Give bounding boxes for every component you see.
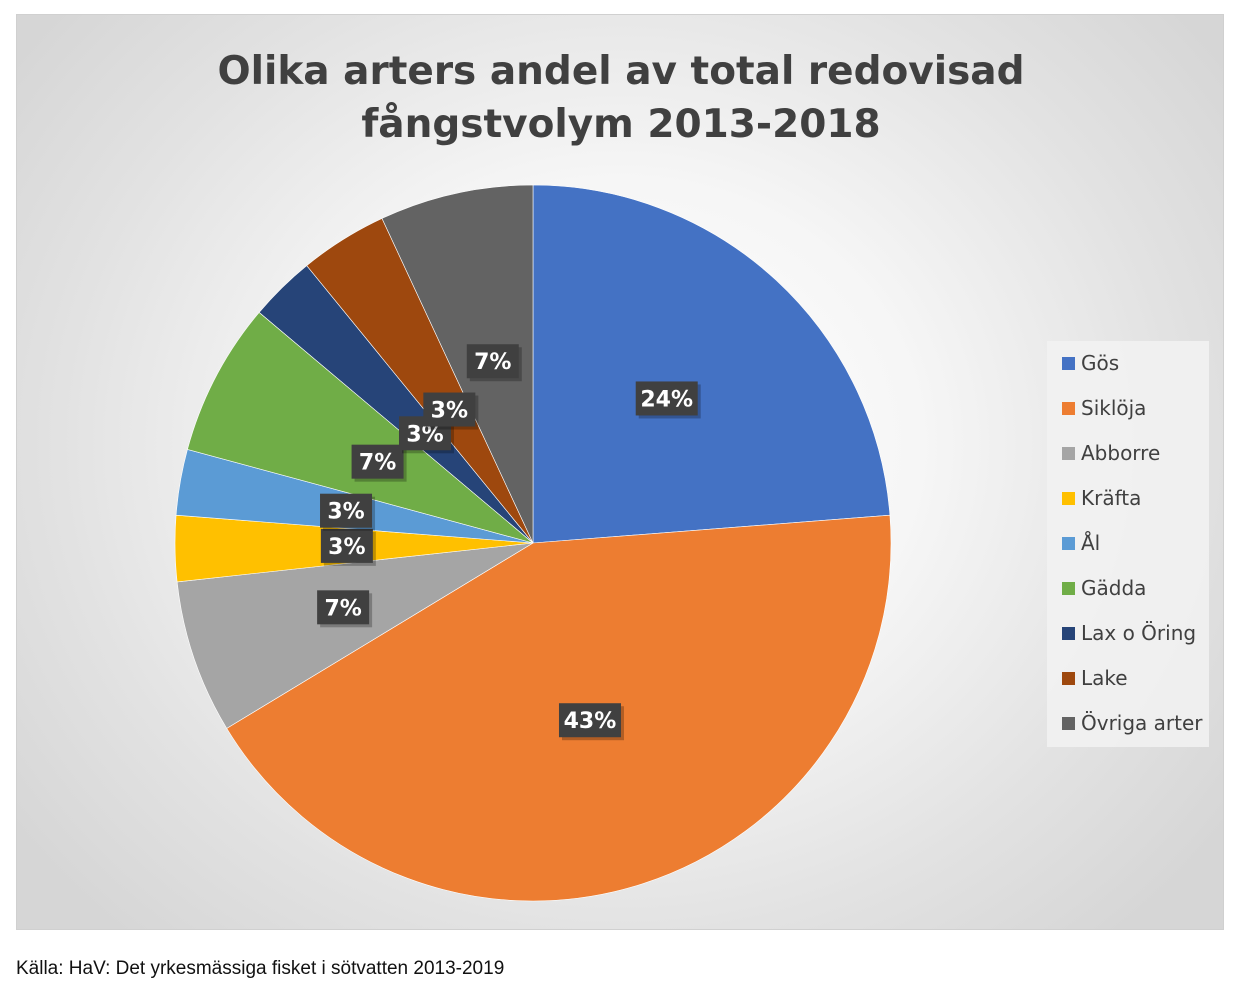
legend-swatch (1062, 672, 1075, 685)
data-label-text: 3% (327, 500, 364, 525)
data-label-text: 7% (474, 350, 511, 375)
data-label-box (320, 493, 373, 528)
data-label-box (558, 703, 621, 738)
source-note: Källa: HaV: Det yrkesmässiga fisket i sö… (16, 958, 505, 979)
data-labels: 24%43%7%3%3%7%3%3%7% (317, 344, 701, 741)
data-label-box (423, 392, 476, 427)
data-label-text: 7% (359, 451, 396, 476)
legend-swatch (1062, 357, 1075, 370)
legend-swatch (1062, 582, 1075, 595)
pie-slice-övriga-arter (381, 184, 534, 544)
data-label: 3% (320, 528, 376, 566)
pie-slice-siklöja (226, 514, 892, 902)
data-label-box (466, 344, 519, 379)
chart-title-line-2: fångstvolym 2013-2018 (361, 102, 880, 147)
legend-swatch (1062, 447, 1075, 460)
data-label-text: 43% (564, 709, 617, 734)
pie-slices (174, 184, 892, 902)
legend-label: Övriga arter (1081, 711, 1203, 735)
legend-swatch (1062, 717, 1075, 730)
legend-swatch (1062, 402, 1075, 415)
pie-chart: Olika arters andel av total redovisad få… (174, 49, 1209, 902)
pie-slice-gös (532, 184, 891, 544)
data-label: 7% (317, 590, 373, 628)
data-label: 43% (558, 703, 624, 741)
data-label-text: 3% (431, 399, 468, 424)
data-label: 3% (320, 493, 376, 531)
pie-slice-gädda (187, 311, 534, 544)
data-label-text: 24% (640, 387, 693, 412)
chart-title: Olika arters andel av total redovisad få… (217, 49, 1024, 147)
chart-title-line-1: Olika arters andel av total redovisad (217, 49, 1024, 94)
legend-label: Lax o Öring (1081, 621, 1196, 645)
data-label-box (320, 528, 373, 563)
legend-label: Gädda (1081, 576, 1146, 600)
legend: Gös Siklöja Abborre Kräfta Ål Gädda Lax o Örin… (1047, 341, 1209, 747)
data-label-text: 7% (324, 596, 361, 621)
data-label: 3% (423, 392, 479, 430)
legend-label: Abborre (1081, 441, 1160, 465)
chart-area: Olika arters andel av total redovisad få… (16, 14, 1224, 930)
data-label-box (351, 444, 404, 479)
legend-label: Gös (1081, 351, 1119, 375)
legend-label: Kräfta (1081, 486, 1141, 510)
data-label-box (317, 590, 370, 625)
data-label: 7% (351, 444, 407, 482)
data-label: 24% (635, 381, 701, 419)
data-label: 7% (466, 344, 522, 382)
legend-label: Ål (1081, 531, 1100, 555)
pie-slice-abborre (176, 542, 534, 729)
data-label-box (635, 381, 698, 416)
legend-swatch (1062, 537, 1075, 550)
legend-swatch (1062, 492, 1075, 505)
legend-swatch (1062, 627, 1075, 640)
legend-label: Lake (1081, 666, 1128, 690)
data-label-text: 3% (328, 535, 365, 560)
legend-label: Siklöja (1081, 396, 1146, 420)
